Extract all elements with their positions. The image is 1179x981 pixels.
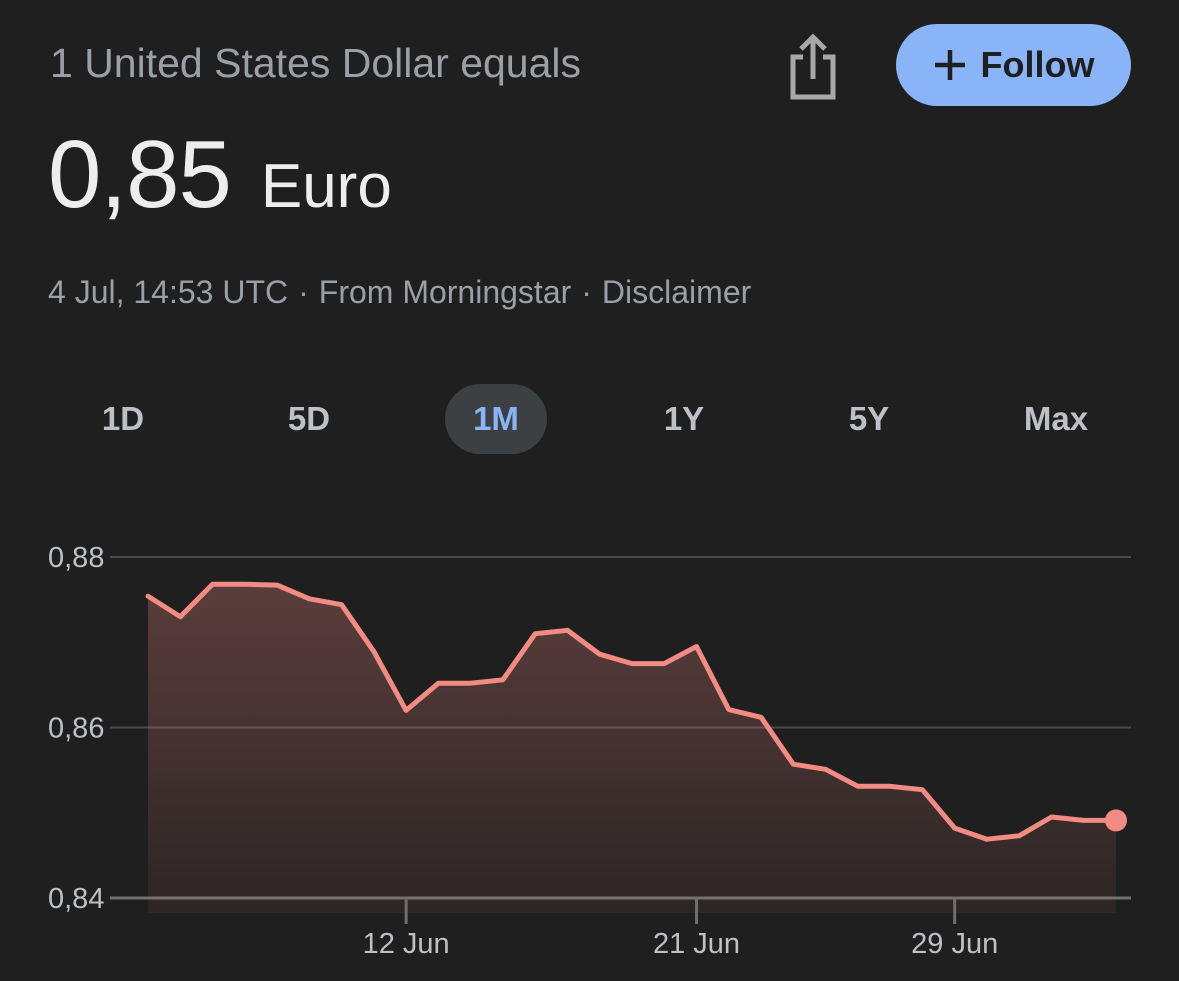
tab-1d[interactable]: 1D <box>101 400 145 437</box>
tab-5d[interactable]: 5D <box>287 400 331 437</box>
share-button[interactable] <box>782 28 844 104</box>
y-tick-label: 0,88 <box>48 542 104 574</box>
follow-button[interactable]: Follow <box>896 24 1131 106</box>
x-tick-label: 21 Jun <box>653 928 740 960</box>
rate-line <box>145 581 1119 842</box>
tab-1m[interactable]: 1M <box>445 384 547 454</box>
exchange-rate-chart[interactable]: 0,88 0,86 0,84 12 Jun 21 Jun 29 Jun <box>0 500 1179 981</box>
x-tick-label: 29 Jun <box>911 928 998 960</box>
share-icon <box>790 33 836 100</box>
x-tick-label: 12 Jun <box>363 928 450 960</box>
exchange-rate: 0,85 Euro <box>48 120 392 230</box>
tab-1y[interactable]: 1Y <box>663 400 705 437</box>
tab-5y[interactable]: 5Y <box>848 400 890 437</box>
source-label: From Morningstar <box>318 274 572 310</box>
plus-icon <box>933 48 967 82</box>
rate-value: 0,85 <box>48 121 232 228</box>
range-tabs: 1D 5D 1M 1Y 5Y Max <box>0 384 1179 454</box>
rate-unit: Euro <box>260 152 392 221</box>
tab-max[interactable]: Max <box>1023 400 1089 437</box>
y-tick-label: 0,86 <box>48 713 104 745</box>
current-point-marker <box>1105 809 1127 832</box>
disclaimer-link[interactable]: Disclaimer <box>601 274 752 310</box>
meta-row: 4 Jul, 14:53 UTC · From Morningstar · Discla… <box>48 274 751 311</box>
separator-dot: · <box>581 274 592 310</box>
header-label: 1 United States Dollar equals <box>50 40 582 86</box>
separator-dot: · <box>298 274 309 310</box>
y-tick-label: 0,84 <box>48 883 104 915</box>
area-fill <box>148 584 1116 913</box>
follow-label: Follow <box>980 44 1095 85</box>
timestamp: 4 Jul, 14:53 UTC <box>48 274 289 310</box>
